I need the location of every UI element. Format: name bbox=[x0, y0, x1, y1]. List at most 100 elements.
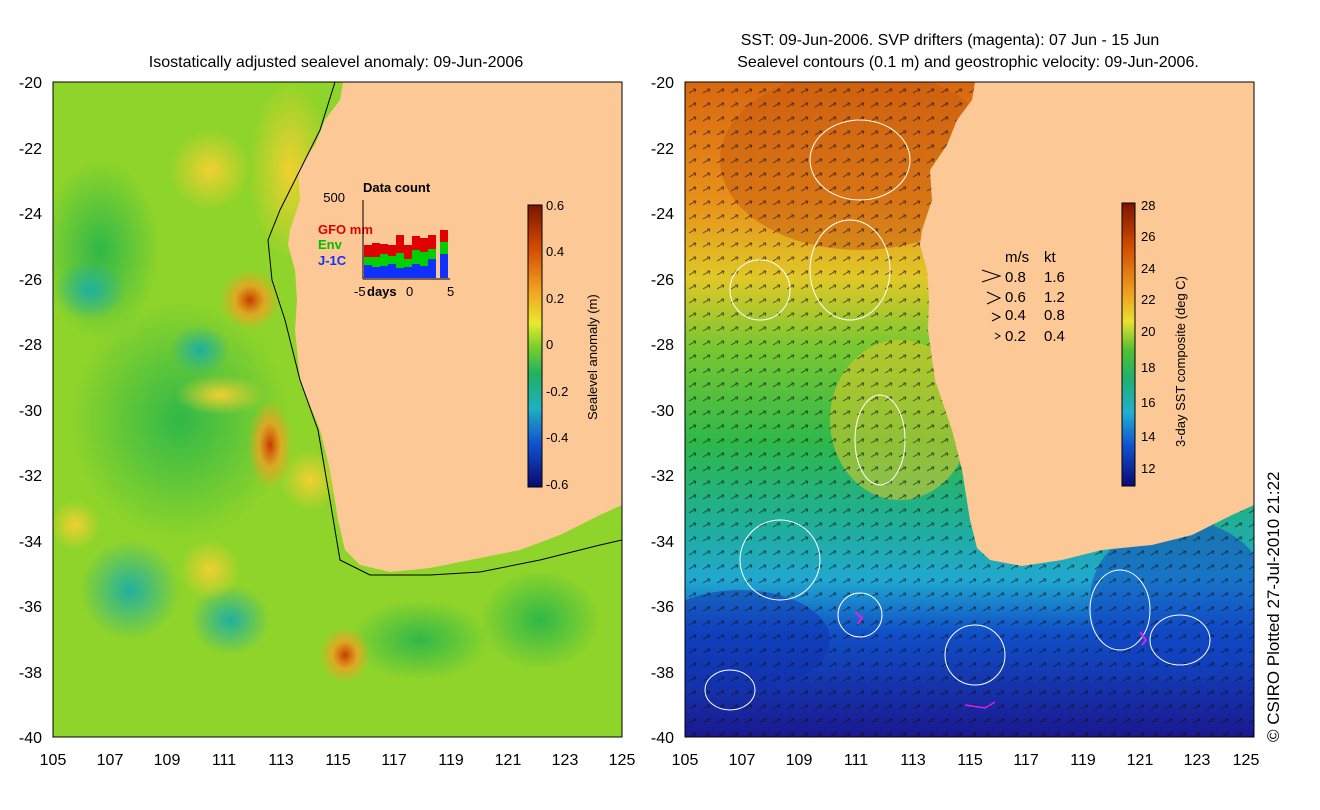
colorbar-tick-label: -0.2 bbox=[546, 384, 568, 399]
sla-high-region bbox=[220, 270, 280, 330]
right-y-axis: -20 -22 -24 -26 -28 -30 -32 -34 -36 -38 … bbox=[651, 75, 674, 747]
contour-line bbox=[944, 624, 1006, 686]
inset-bar bbox=[440, 230, 448, 242]
y-tick-label: -36 bbox=[651, 599, 674, 616]
x-tick-label: 115 bbox=[957, 752, 983, 769]
legend-ms-value: 0.4 bbox=[1005, 307, 1026, 324]
x-tick-label: 119 bbox=[1070, 752, 1096, 769]
contour-line bbox=[704, 669, 756, 711]
sla-low-region bbox=[190, 585, 270, 655]
sla-high-region bbox=[53, 500, 100, 550]
contour-line bbox=[1149, 614, 1211, 666]
legend-arrow-icon bbox=[986, 291, 1002, 305]
y-tick-label: -30 bbox=[651, 403, 674, 420]
left-x-axis: 105 107 109 111 113 115 117 119 121 123 … bbox=[40, 752, 636, 769]
sla-low-region bbox=[70, 300, 290, 540]
inset-bar bbox=[380, 254, 388, 266]
colorbar-tick-label: -0.4 bbox=[546, 430, 568, 445]
y-tick-label: -24 bbox=[651, 206, 674, 223]
sst-colorbar-label: 3-day SST composite (deg C) bbox=[1173, 276, 1188, 447]
inset-bar bbox=[428, 249, 436, 259]
x-tick-label: 111 bbox=[844, 752, 868, 769]
inset-bar bbox=[396, 253, 404, 268]
inset-bar bbox=[380, 244, 388, 254]
inset-bar bbox=[364, 265, 372, 278]
inset-bar bbox=[380, 266, 388, 278]
x-tick-label: 117 bbox=[381, 752, 407, 769]
y-tick-label: -34 bbox=[19, 534, 42, 551]
svp-drifter-track bbox=[964, 701, 996, 709]
sla-colorbar-ticks: 0.6 0.4 0.2 0 -0.2 -0.4 -0.6 bbox=[546, 198, 568, 492]
inset-bar bbox=[428, 235, 436, 249]
inset-legend-gfo: GFO mm bbox=[318, 222, 373, 237]
velocity-legend: m/s kt 0.8 1.6 0.6 1.2 0.4 0.8 0.2 0.4 bbox=[981, 249, 1065, 345]
sla-low-region bbox=[170, 325, 230, 375]
sla-low-region bbox=[480, 570, 600, 670]
x-tick-label: 113 bbox=[268, 752, 294, 769]
inset-bar bbox=[372, 257, 380, 267]
x-tick-label: 121 bbox=[1127, 752, 1154, 769]
colorbar-tick-label: 24 bbox=[1141, 261, 1155, 276]
inset-bar bbox=[404, 259, 412, 267]
inset-bar bbox=[388, 264, 396, 278]
colorbar-tick-label: 0.6 bbox=[546, 198, 564, 213]
left-panel-title: Isostatically adjusted sealevel anomaly:… bbox=[149, 54, 524, 71]
sla-high-region bbox=[175, 375, 265, 415]
left-y-axis: -20 -22 -24 -26 -28 -30 -32 -34 -36 -38 … bbox=[19, 75, 42, 747]
inset-bar bbox=[420, 266, 428, 278]
colorbar-tick-label: 28 bbox=[1141, 198, 1155, 213]
csiro-credit: © CSIRO Plotted 27-Jul-2010 21:22 bbox=[1264, 471, 1283, 742]
contour-line bbox=[729, 259, 791, 321]
y-tick-label: -32 bbox=[651, 468, 674, 485]
contour-line bbox=[1089, 569, 1151, 651]
y-tick-label: -30 bbox=[19, 403, 42, 420]
legend-arrow-icon bbox=[981, 269, 1002, 283]
legend-kt-value: 1.2 bbox=[1044, 289, 1065, 306]
sst-map bbox=[685, 82, 1254, 737]
inset-bar bbox=[388, 256, 396, 264]
y-tick-label: -38 bbox=[651, 665, 674, 682]
legend-ms-value: 0.8 bbox=[1005, 269, 1026, 286]
inset-bar bbox=[440, 242, 448, 254]
australia-landmass bbox=[288, 82, 622, 572]
sealevel-contours bbox=[704, 119, 1211, 711]
x-tick-label: 105 bbox=[40, 752, 67, 769]
y-tick-label: -26 bbox=[19, 272, 42, 289]
inset-legend-j1c: J-1C bbox=[318, 253, 347, 268]
colorbar-tick-label: 22 bbox=[1141, 292, 1155, 307]
y-tick-label: -40 bbox=[19, 730, 42, 747]
inset-title: Data count bbox=[363, 180, 431, 195]
contour-line bbox=[837, 592, 883, 638]
inset-x-label: days bbox=[367, 284, 397, 299]
x-tick-label: 115 bbox=[325, 752, 351, 769]
inset-x-label: -5 bbox=[354, 284, 366, 299]
colorbar-tick-label: 20 bbox=[1141, 324, 1155, 339]
sla-low-region bbox=[55, 260, 125, 320]
colorbar-tick-label: 0.4 bbox=[546, 244, 564, 259]
sla-colorbar: 0.6 0.4 0.2 0 -0.2 -0.4 -0.6 Sealevel an… bbox=[527, 198, 600, 492]
inset-bar bbox=[372, 267, 380, 278]
sla-low-region bbox=[80, 540, 180, 640]
left-map-frame bbox=[52, 81, 623, 738]
y-tick-label: -38 bbox=[19, 665, 42, 682]
legend-kt-value: 1.6 bbox=[1044, 269, 1065, 286]
y-tick-label: -40 bbox=[651, 730, 674, 747]
svp-drifter-track bbox=[1139, 631, 1148, 646]
x-tick-label: 111 bbox=[212, 752, 236, 769]
x-tick-label: 105 bbox=[672, 752, 699, 769]
x-tick-label: 123 bbox=[552, 752, 579, 769]
inset-bar bbox=[404, 245, 412, 259]
legend-ms-value: 0.2 bbox=[1005, 328, 1026, 345]
shelf-contour bbox=[267, 82, 622, 576]
inset-bar bbox=[364, 257, 372, 265]
inset-bar bbox=[404, 267, 412, 278]
svp-drifter-track bbox=[854, 611, 864, 625]
legend-ms-value: 0.6 bbox=[1005, 289, 1026, 306]
sla-low-region bbox=[350, 600, 490, 680]
inset-bars bbox=[364, 230, 448, 278]
inset-bar bbox=[412, 264, 420, 278]
colorbar-tick-label: 26 bbox=[1141, 229, 1155, 244]
x-tick-label: 107 bbox=[729, 752, 756, 769]
inset-bar bbox=[372, 243, 380, 257]
